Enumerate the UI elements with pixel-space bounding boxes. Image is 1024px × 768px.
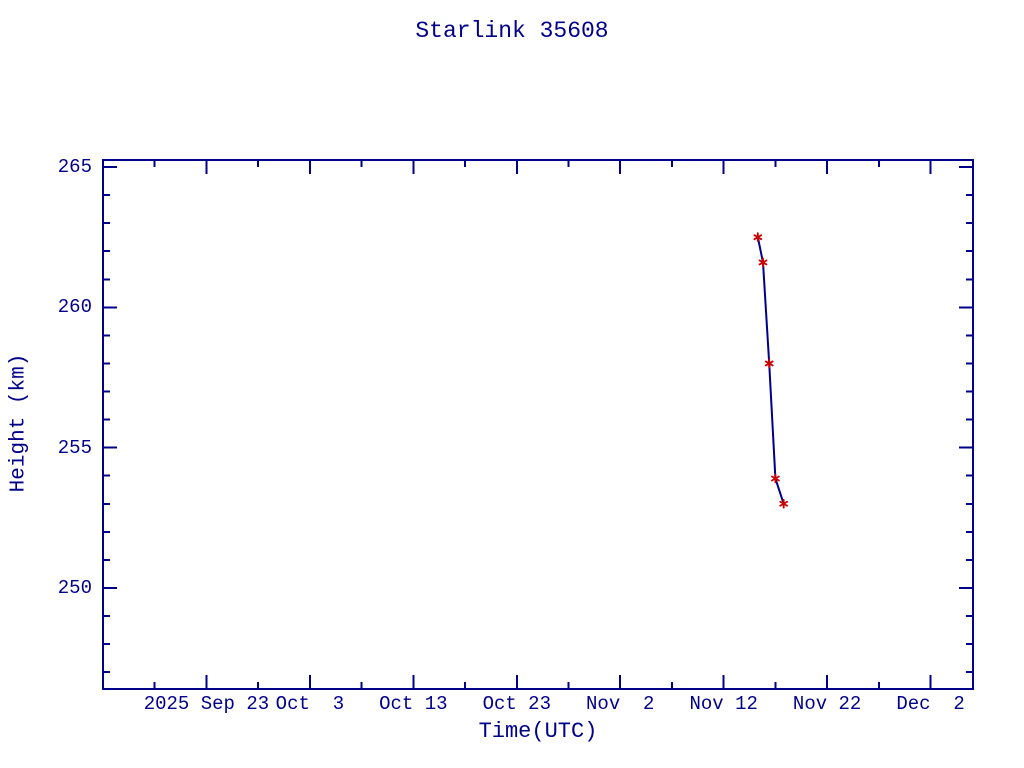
data-point-asterisk-marker [753, 234, 763, 241]
data-point-asterisk-marker [764, 360, 774, 367]
y-tick-label: 250 [57, 576, 92, 599]
height-series-line [756, 236, 785, 505]
x-tick-label: Oct 23 [482, 693, 551, 715]
x-tick-label: Nov 22 [792, 693, 862, 715]
x-tick-label: Nov 12 [689, 693, 758, 715]
data-point-asterisk-marker [771, 475, 780, 482]
y-tick-label: 260 [57, 296, 92, 319]
y-tick-label: 265 [57, 156, 92, 179]
data-point-asterisk-marker [779, 500, 789, 507]
x-tick-label: Nov 2 [586, 693, 655, 715]
y-tick-label: 255 [57, 436, 92, 459]
plot-frame [102, 159, 974, 690]
x-tick-label: Oct 13 [379, 693, 448, 715]
x-tick-label: 2025 Sep 23 [143, 693, 270, 715]
x-axis-label: Time(UTC) [478, 719, 598, 744]
x-tick-label: Dec 2 [896, 693, 965, 715]
x-tick-label: Oct 3 [275, 693, 345, 715]
chart-title: Starlink 35608 [415, 18, 609, 44]
data-point-asterisk-marker [758, 259, 768, 266]
